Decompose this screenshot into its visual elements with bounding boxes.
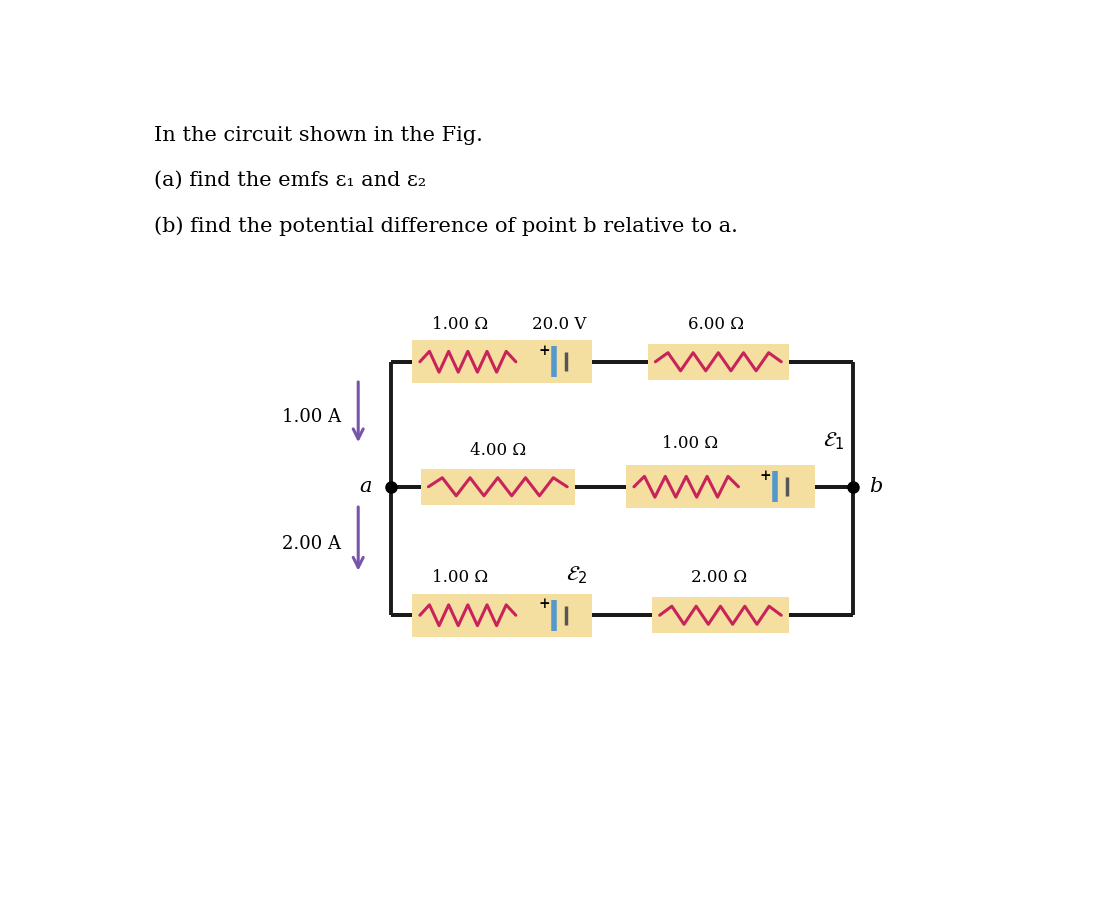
Text: (a) find the emfs ε₁ and ε₂: (a) find the emfs ε₁ and ε₂	[154, 170, 425, 189]
Text: 2.00 Ω: 2.00 Ω	[691, 569, 747, 586]
Text: 1.00 Ω: 1.00 Ω	[432, 569, 488, 586]
Text: In the circuit shown in the Fig.: In the circuit shown in the Fig.	[154, 125, 483, 144]
Text: +: +	[759, 469, 771, 483]
Bar	[627, 465, 814, 509]
Text: a: a	[359, 477, 372, 496]
Text: $\mathcal{E}_1$: $\mathcal{E}_1$	[823, 430, 845, 452]
Text: $\mathcal{E}_2$: $\mathcal{E}_2$	[567, 565, 588, 586]
Text: (b) find the potential difference of point b relative to a.: (b) find the potential difference of poi…	[154, 216, 737, 235]
Text: 1.00 Ω: 1.00 Ω	[662, 435, 718, 452]
Bar	[648, 344, 789, 380]
Text: +: +	[538, 597, 550, 612]
Text: b: b	[869, 477, 882, 496]
Text: 1.00 A: 1.00 A	[282, 409, 341, 427]
Bar	[412, 340, 592, 383]
Text: 1.00 Ω: 1.00 Ω	[432, 316, 488, 333]
Bar	[421, 469, 575, 505]
Text: 6.00 Ω: 6.00 Ω	[688, 316, 744, 333]
Bar	[652, 597, 789, 633]
Text: 20.0 V: 20.0 V	[533, 316, 587, 333]
Bar	[412, 594, 592, 637]
Text: 2.00 A: 2.00 A	[282, 535, 341, 553]
Text: +: +	[538, 344, 550, 357]
Text: 4.00 Ω: 4.00 Ω	[470, 442, 526, 459]
